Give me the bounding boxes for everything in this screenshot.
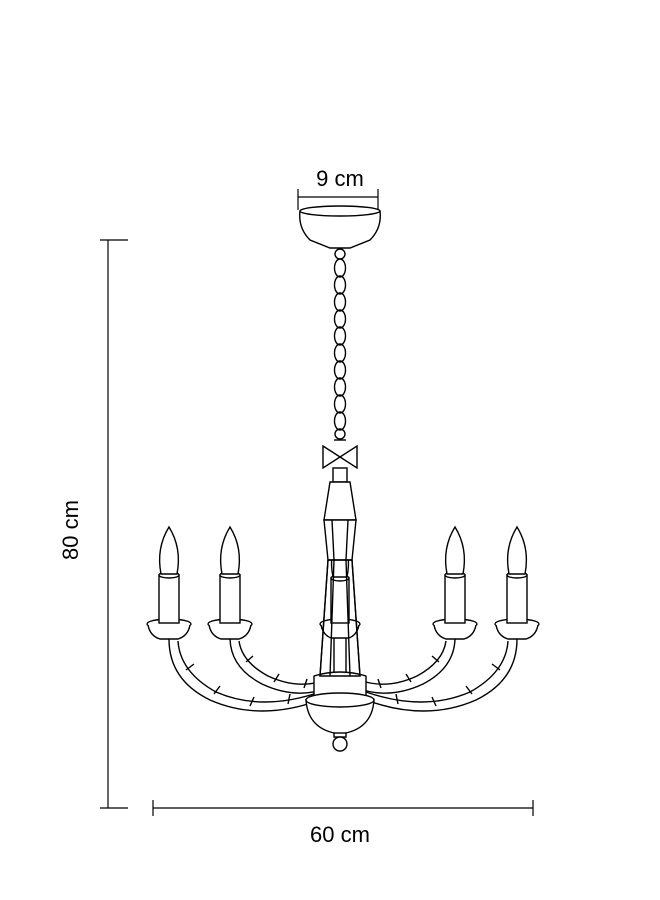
chandelier-technical-drawing: 9 cm 80 cm 60 cm bbox=[0, 0, 660, 900]
bottom-bowl bbox=[306, 693, 374, 734]
dimension-overall-height-label: 80 cm bbox=[58, 500, 83, 560]
dimension-canopy-width: 9 cm bbox=[298, 166, 378, 210]
dimension-overall-width: 60 cm bbox=[153, 800, 533, 847]
top-hub bbox=[323, 429, 357, 520]
dimension-canopy-width-label: 9 cm bbox=[316, 166, 364, 191]
chandelier-drawing bbox=[147, 206, 539, 751]
arm-2 bbox=[208, 527, 328, 693]
diagram-canvas: 9 cm 80 cm 60 cm bbox=[0, 0, 660, 900]
dimension-overall-height: 80 cm bbox=[58, 240, 128, 808]
arm-4 bbox=[357, 527, 477, 693]
dimension-overall-width-label: 60 cm bbox=[310, 822, 370, 847]
chain bbox=[335, 259, 346, 430]
ceiling-canopy bbox=[300, 206, 381, 259]
finial bbox=[333, 733, 347, 751]
